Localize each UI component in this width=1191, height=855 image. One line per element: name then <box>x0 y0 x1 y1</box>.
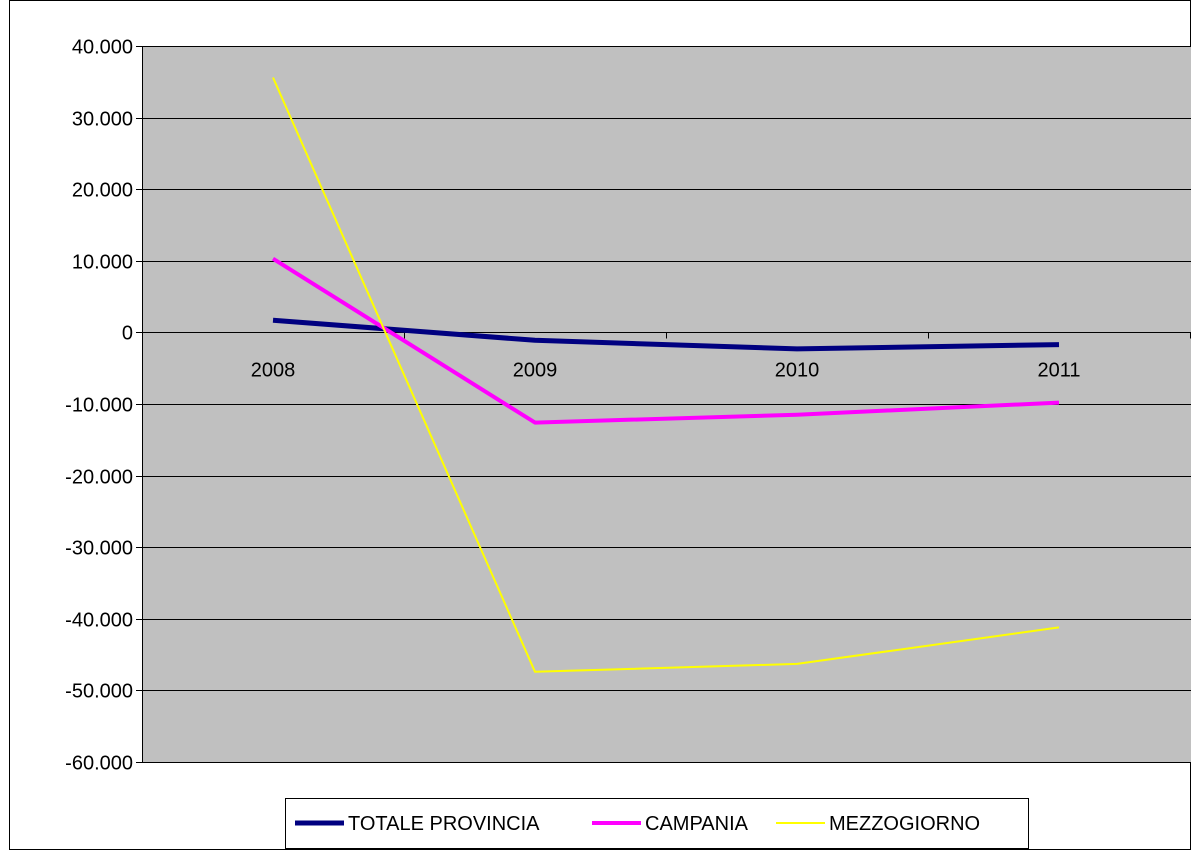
legend-label: MEZZOGIORNO <box>829 813 980 835</box>
series-lines <box>271 77 1060 673</box>
x-tick-label: 2010 <box>775 360 820 382</box>
series-line-totale-provincia <box>272 317 1060 352</box>
y-tick-label: -40.000 <box>65 610 133 632</box>
legend-label: CAMPANIA <box>645 813 749 835</box>
y-tick-label: 0 <box>122 323 133 345</box>
y-tick-label: 10.000 <box>72 252 133 274</box>
y-tick-label: 20.000 <box>72 180 133 202</box>
y-tick-label: -10.000 <box>65 395 133 417</box>
axes <box>136 46 1191 763</box>
y-tick-label: 40.000 <box>72 37 133 59</box>
y-axis-tick-labels: 40.000 30.000 20.000 10.000 0 -10.000 -20.000 -… <box>65 37 133 775</box>
x-tick-label: 2008 <box>251 360 296 382</box>
series-line-mezzogiorno <box>272 77 1060 673</box>
x-tick-label: 2011 <box>1037 360 1080 382</box>
series-line-campania <box>271 257 1060 425</box>
gridlines <box>142 46 1191 763</box>
y-tick-label: -60.000 <box>65 753 133 775</box>
x-axis-tick-labels: 2008 2009 2010 2011 <box>251 360 1081 382</box>
x-tick-label: 2009 <box>513 360 558 382</box>
y-tick-label: -50.000 <box>65 681 133 703</box>
y-tick-label: -30.000 <box>65 538 133 560</box>
y-tick-label: 30.000 <box>72 109 133 131</box>
legend: TOTALE PROVINCIA CAMPANIA MEZZOGIORNO <box>285 798 1029 849</box>
legend-label: TOTALE PROVINCIA <box>348 813 540 835</box>
y-tick-label: -20.000 <box>65 467 133 489</box>
legend-box <box>285 798 1029 849</box>
